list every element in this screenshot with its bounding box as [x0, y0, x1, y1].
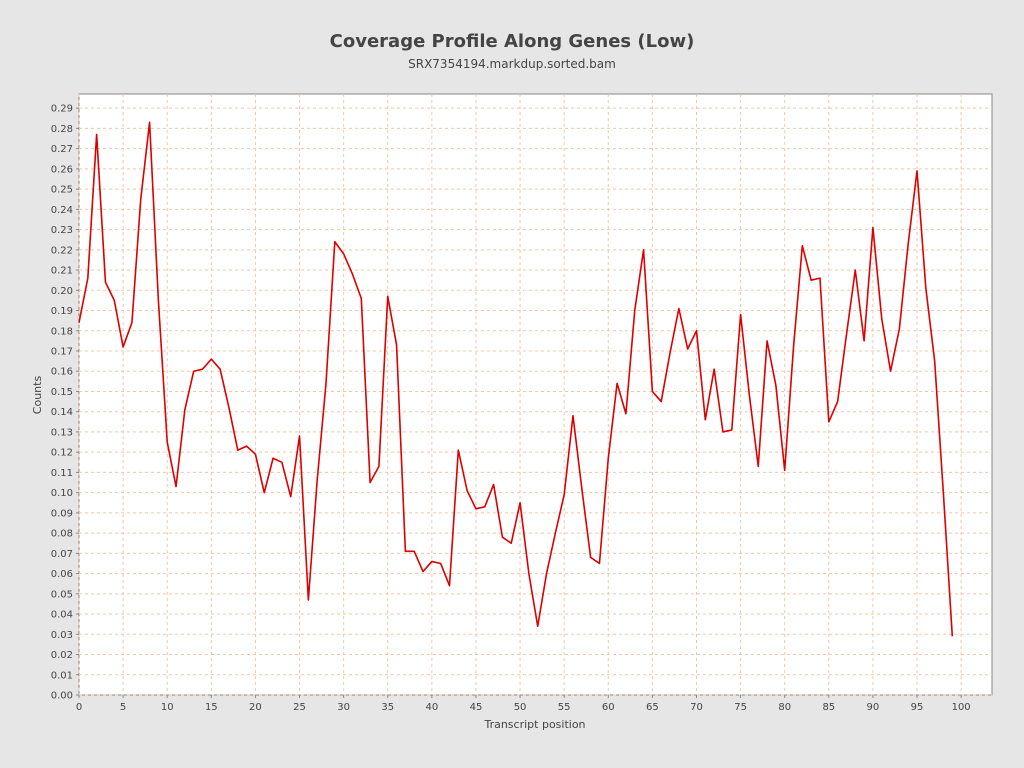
x-tick-label: 30 — [337, 702, 350, 713]
y-axis: 0.00 0.01 0.02 0.03 0.04 0.05 0.06 0.07 0.08 0.09… — [51, 104, 79, 702]
x-axis-label: Transcript position — [483, 718, 585, 731]
y-tick-label: 0.02 — [51, 650, 73, 661]
x-tick-label: 85 — [822, 702, 835, 713]
y-tick-label: 0.04 — [51, 610, 73, 621]
y-tick-label: 0.19 — [51, 306, 73, 317]
y-tick-label: 0.15 — [51, 387, 73, 398]
y-tick-label: 0.09 — [51, 508, 73, 519]
y-axis-label: Counts — [31, 376, 44, 415]
x-tick-label: 55 — [558, 702, 571, 713]
x-tick-label: 10 — [161, 702, 174, 713]
y-tick-label: 0.28 — [51, 124, 73, 135]
y-tick-label: 0.03 — [51, 630, 73, 641]
y-tick-label: 0.06 — [51, 569, 73, 580]
x-tick-label: 15 — [205, 702, 218, 713]
x-tick-label: 50 — [514, 702, 527, 713]
x-tick-label: 65 — [646, 702, 659, 713]
y-tick-label: 0.00 — [51, 691, 73, 702]
y-tick-label: 0.18 — [51, 326, 73, 337]
y-tick-label: 0.01 — [51, 670, 73, 681]
x-tick-label: 25 — [293, 702, 306, 713]
y-tick-label: 0.05 — [51, 589, 73, 600]
y-tick-label: 0.27 — [51, 144, 73, 155]
series-line — [78, 121, 954, 637]
y-tick-label: 0.26 — [51, 164, 73, 175]
y-tick-label: 0.23 — [51, 225, 73, 236]
x-tick-label: 75 — [734, 702, 747, 713]
x-tick-label: 70 — [690, 702, 703, 713]
x-tick-label: 40 — [425, 702, 438, 713]
x-tick-label: 100 — [952, 702, 971, 713]
grid-lines — [78, 94, 992, 696]
y-tick-label: 0.14 — [51, 407, 73, 418]
y-tick-label: 0.17 — [51, 346, 73, 357]
y-tick-label: 0.10 — [51, 488, 73, 499]
x-tick-label: 45 — [470, 702, 483, 713]
chart-subtitle: SRX7354194.markdup.sorted.bam — [408, 57, 616, 71]
y-tick-label: 0.07 — [51, 549, 73, 560]
y-tick-label: 0.29 — [51, 104, 73, 115]
y-tick-label: 0.20 — [51, 286, 73, 297]
x-tick-label: 20 — [249, 702, 262, 713]
x-tick-label: 95 — [911, 702, 924, 713]
x-tick-label: 35 — [381, 702, 394, 713]
x-tick-label: 5 — [120, 702, 126, 713]
y-tick-label: 0.12 — [51, 448, 73, 459]
x-axis: 0 5 10 15 20 25 30 35 40 45 50 55 60 65 70 75 80 85 90 95 10… — [76, 695, 971, 713]
y-tick-label: 0.24 — [51, 205, 73, 216]
x-tick-label: 80 — [778, 702, 791, 713]
y-tick-label: 0.13 — [51, 427, 73, 438]
x-tick-label: 0 — [76, 702, 82, 713]
y-tick-label: 0.16 — [51, 367, 73, 378]
chart-title: Coverage Profile Along Genes (Low) — [329, 31, 695, 52]
y-tick-label: 0.22 — [51, 245, 73, 256]
y-tick-label: 0.21 — [51, 266, 73, 277]
y-tick-label: 0.11 — [51, 468, 73, 479]
series-layer — [78, 121, 954, 637]
y-tick-label: 0.25 — [51, 185, 73, 196]
x-tick-label: 90 — [867, 702, 880, 713]
plot-area — [78, 93, 993, 696]
y-tick-label: 0.08 — [51, 529, 73, 540]
x-tick-label: 60 — [602, 702, 615, 713]
